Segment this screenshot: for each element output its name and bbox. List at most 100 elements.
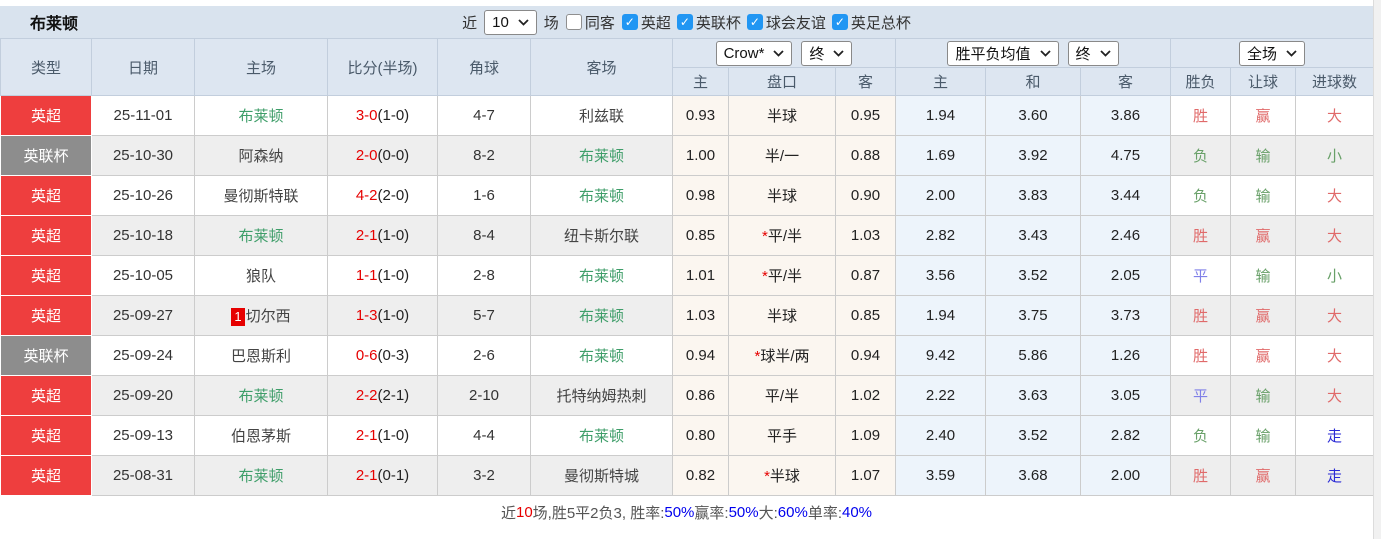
match-date: 25-09-20 xyxy=(91,375,195,416)
goals-text: 大 xyxy=(1327,348,1343,365)
full-time-score: 2-1 xyxy=(355,227,378,244)
chevron-down-icon xyxy=(1286,49,1297,57)
away-team[interactable]: 布莱顿 xyxy=(578,348,624,365)
result-text: 胜 xyxy=(1192,308,1208,325)
home-team[interactable]: 巴恩斯利 xyxy=(230,348,291,365)
full-time-score: 4-2 xyxy=(355,187,378,204)
full-time-score: 2-1 xyxy=(355,467,378,484)
home-team-cell: 1 切尔西 xyxy=(194,295,328,336)
avg-home-odds: 1.69 xyxy=(895,135,986,176)
home-handicap-odds: 0.80 xyxy=(672,415,729,456)
half-time-score: (2-0) xyxy=(377,187,410,204)
same-opponent-checkbox[interactable]: 同客 xyxy=(565,12,615,33)
league-type-badge: 英超 xyxy=(0,255,92,296)
handicap-line: *平/半 xyxy=(728,255,836,296)
result-text: 负 xyxy=(1192,188,1208,205)
home-team[interactable]: 布莱顿 xyxy=(238,108,284,125)
league-filter-checkbox[interactable]: ✓ 球会友谊 xyxy=(746,12,826,33)
handicap-text: 平手 xyxy=(766,428,797,445)
avg-away-odds: 1.26 xyxy=(1080,335,1171,376)
home-team[interactable]: 伯恩茅斯 xyxy=(230,428,291,445)
away-team[interactable]: 布莱顿 xyxy=(578,268,624,285)
league-filter-checkbox[interactable]: ✓ 英超 xyxy=(621,12,671,33)
league-filter-checkbox[interactable]: ✓ 英联杯 xyxy=(676,12,741,33)
avg-home-odds: 1.94 xyxy=(895,295,986,336)
handicap-result-cell: 输 xyxy=(1230,135,1296,176)
away-handicap-odds: 0.87 xyxy=(835,255,896,296)
handicap-result-cell: 输 xyxy=(1230,415,1296,456)
away-team[interactable]: 布莱顿 xyxy=(578,308,624,325)
handicap-text: 平/半 xyxy=(767,268,802,285)
home-handicap-odds: 1.00 xyxy=(672,135,729,176)
summary-segment: 50% xyxy=(664,504,695,521)
column-header-away: 客场 xyxy=(530,38,673,96)
result-text: 胜 xyxy=(1192,348,1208,365)
chevron-down-icon xyxy=(1039,49,1051,57)
avg-away-odds: 4.75 xyxy=(1080,135,1171,176)
corner-score: 4-4 xyxy=(437,415,531,456)
goals-text: 大 xyxy=(1327,188,1343,205)
avg-draw-odds: 3.75 xyxy=(985,295,1081,336)
home-team[interactable]: 阿森纳 xyxy=(238,148,284,165)
away-team[interactable]: 布莱顿 xyxy=(578,188,624,205)
corner-score: 4-7 xyxy=(437,95,531,136)
period-select[interactable]: 全场 xyxy=(1239,40,1306,66)
league-filter-label: 英足总杯 xyxy=(850,14,911,32)
home-handicap-odds: 0.98 xyxy=(672,175,729,216)
goals-cell: 大 xyxy=(1294,95,1375,136)
away-handicap-odds: 1.02 xyxy=(835,375,896,416)
league-filters: ✓ 英超 ✓ 英联杯 ✓ 球会友谊 ✓ 英足总杯 xyxy=(621,12,911,33)
avg-draw-odds: 3.60 xyxy=(985,95,1081,136)
full-time-score: 2-1 xyxy=(355,427,378,444)
match-date: 25-11-01 xyxy=(91,95,195,136)
handicap-result-text: 输 xyxy=(1255,268,1271,285)
avg-draw-odds: 3.43 xyxy=(985,215,1081,256)
goals-cell: 大 xyxy=(1294,335,1375,376)
away-team[interactable]: 布莱顿 xyxy=(578,428,624,445)
scrollbar[interactable] xyxy=(1373,0,1381,539)
full-time-score: 1-3 xyxy=(355,307,378,324)
home-team[interactable]: 曼彻斯特联 xyxy=(223,188,299,205)
goals-text: 小 xyxy=(1327,148,1343,165)
avg-home-odds: 2.00 xyxy=(895,175,986,216)
match-date: 25-10-30 xyxy=(91,135,195,176)
table-row: 英超 25-10-18 布莱顿 2-1(1-0) 8-4 纽卡斯尔联 0.85 *平/半 1.0… xyxy=(0,215,1375,256)
away-handicap-odds: 0.95 xyxy=(835,95,896,136)
avg-draw-odds: 3.92 xyxy=(985,135,1081,176)
table-row: 英超 25-11-01 布莱顿 3-0(1-0) 4-7 利兹联 0.93 半球 0.95 1.9… xyxy=(0,95,1375,136)
summary-segment: 40% xyxy=(841,504,873,521)
corner-score: 1-6 xyxy=(437,175,531,216)
league-filter-checkbox[interactable]: ✓ 英足总杯 xyxy=(831,12,911,33)
score-cell: 2-1(0-1) xyxy=(327,455,438,496)
home-team[interactable]: 布莱顿 xyxy=(238,468,284,485)
away-team-cell: 利兹联 xyxy=(530,95,673,136)
league-type-badge: 英超 xyxy=(0,95,92,136)
home-team[interactable]: 狼队 xyxy=(245,268,276,285)
result-cell: 胜 xyxy=(1170,295,1231,336)
half-time-score: (2-1) xyxy=(377,387,410,404)
home-handicap-odds: 0.93 xyxy=(672,95,729,136)
filter-controls: 近 10 场 同客 ✓ 英超 ✓ 英联杯 ✓ 球会友谊 ✓ 英足总杯 xyxy=(462,9,911,35)
chevron-down-icon xyxy=(773,49,785,57)
away-team[interactable]: 利兹联 xyxy=(578,108,624,125)
away-team[interactable]: 曼彻斯特城 xyxy=(563,468,639,485)
avg-type-select[interactable]: 胜平负均值 xyxy=(947,40,1059,66)
away-team[interactable]: 托特纳姆热刺 xyxy=(556,388,647,405)
away-team[interactable]: 布莱顿 xyxy=(578,148,624,165)
away-team[interactable]: 纽卡斯尔联 xyxy=(563,228,639,245)
recent-count-select[interactable]: 10 xyxy=(484,9,537,35)
home-handicap-odds: 0.85 xyxy=(672,215,729,256)
avg-time-select[interactable]: 终 xyxy=(1067,40,1119,66)
corner-score: 3-2 xyxy=(437,455,531,496)
column-header-date: 日期 xyxy=(91,38,195,96)
home-team[interactable]: 布莱顿 xyxy=(238,388,284,405)
select-value: 10 xyxy=(492,13,509,31)
home-team[interactable]: 切尔西 xyxy=(245,308,291,325)
handicap-line: 半球 xyxy=(728,95,836,136)
handicap-time-select[interactable]: 终 xyxy=(801,40,853,66)
home-team[interactable]: 布莱顿 xyxy=(238,228,284,245)
goals-text: 大 xyxy=(1327,388,1343,405)
bookmaker-select[interactable]: Crow* xyxy=(715,40,793,66)
chevron-down-icon xyxy=(833,49,845,57)
near-label: 近 xyxy=(462,14,478,32)
